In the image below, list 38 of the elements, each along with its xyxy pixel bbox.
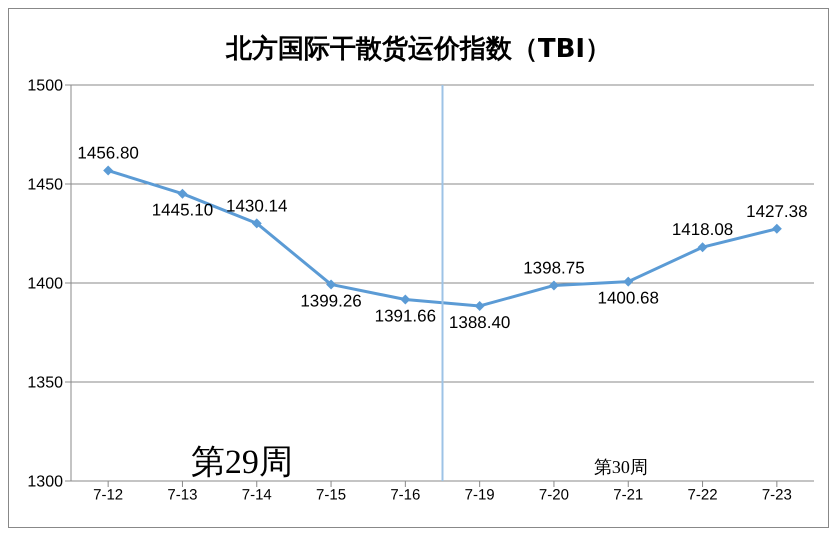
data-label: 1445.10 bbox=[152, 200, 214, 220]
data-label: 1399.26 bbox=[300, 291, 362, 310]
x-tick-label: 7-21 bbox=[613, 486, 644, 504]
annotation: 第29周 bbox=[190, 444, 293, 481]
y-tick-label: 1350 bbox=[27, 374, 64, 392]
data-label: 1456.80 bbox=[77, 144, 139, 163]
point bbox=[772, 224, 782, 234]
x-tick-label: 7-23 bbox=[762, 486, 792, 504]
x-tick-label: 7-16 bbox=[390, 486, 420, 504]
y-tick-label: 1500 bbox=[27, 78, 64, 95]
x-tick-label: 7-20 bbox=[538, 486, 569, 504]
data-label: 1398.75 bbox=[523, 258, 585, 278]
chart-title: 北方国际干散货运价指数（TBI） bbox=[224, 33, 612, 66]
y-tick-label: 1450 bbox=[27, 176, 64, 194]
y-tick-label: 1400 bbox=[27, 276, 64, 293]
point bbox=[548, 280, 559, 290]
point bbox=[177, 188, 188, 199]
data-label: 1400.68 bbox=[598, 288, 659, 308]
point bbox=[103, 166, 114, 176]
data-label: 1430.14 bbox=[226, 196, 288, 216]
data-label: 1388.40 bbox=[448, 312, 510, 332]
x-tick-label: 7-15 bbox=[316, 486, 346, 504]
data-label: 1418.08 bbox=[672, 220, 734, 240]
x-tick-label: 7-12 bbox=[93, 486, 124, 504]
point bbox=[623, 276, 634, 287]
point bbox=[326, 279, 336, 290]
data-label: 1427.38 bbox=[746, 202, 808, 221]
annotation: 第30周 bbox=[594, 457, 648, 477]
data-label: 1391.66 bbox=[374, 306, 436, 326]
point bbox=[400, 294, 410, 305]
point bbox=[698, 242, 708, 252]
x-tick-label: 7-14 bbox=[242, 486, 272, 504]
x-tick-label: 7-19 bbox=[464, 486, 495, 504]
x-tick-label: 7-22 bbox=[688, 486, 718, 504]
point bbox=[474, 300, 485, 311]
x-tick-label: 7-13 bbox=[167, 486, 198, 504]
y-tick-label: 1300 bbox=[27, 474, 64, 491]
point bbox=[252, 218, 262, 228]
